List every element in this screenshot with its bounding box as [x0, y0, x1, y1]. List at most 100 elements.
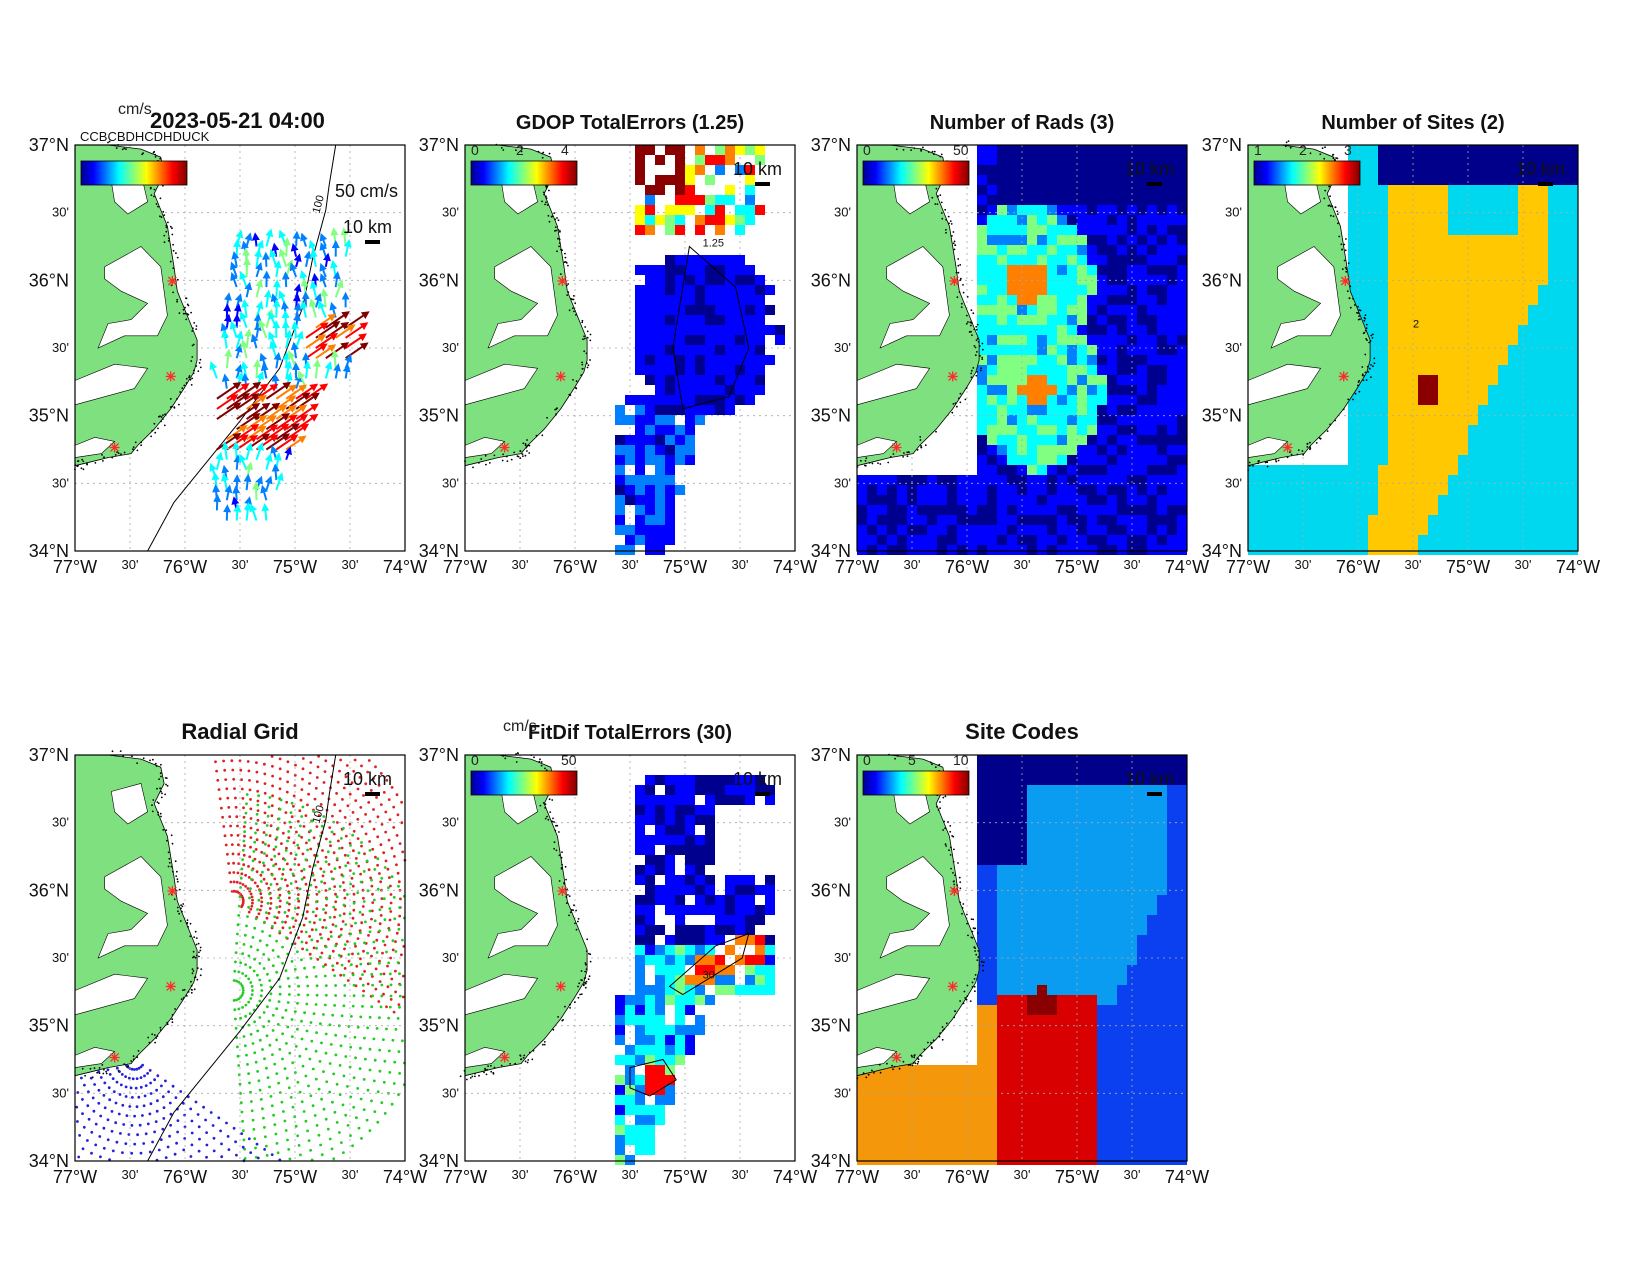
grid-cell: [1348, 185, 1358, 195]
grid-cell: [1087, 415, 1097, 425]
coast-dot: [182, 312, 185, 315]
grid-cell: [1147, 505, 1157, 515]
grid-cell: [1177, 235, 1187, 245]
radial-grid-point: [220, 1155, 224, 1159]
radial-grid-point: [378, 980, 382, 983]
radial-grid-point: [239, 1016, 243, 1020]
grid-cell: [1438, 515, 1448, 525]
grid-cell: [1528, 185, 1538, 195]
grid-cell: [685, 335, 695, 345]
coast-dot: [142, 757, 145, 760]
radial-grid-point: [237, 862, 241, 865]
grid-cell: [987, 365, 997, 375]
radial-grid-point: [309, 829, 312, 833]
grid-cell: [937, 525, 947, 535]
coast-dot: [198, 955, 200, 958]
radial-grid-point: [265, 854, 269, 858]
radial-grid-point: [334, 984, 337, 987]
radial-grid-point: [260, 850, 264, 854]
grid-cell: [1518, 145, 1528, 155]
grid-cell: [715, 325, 725, 335]
radial-grid-point: [97, 1101, 101, 1105]
grid-cell: [1428, 215, 1438, 225]
grid-cell: [1558, 485, 1568, 495]
grid-cell: [755, 335, 765, 345]
radial-grid-point: [99, 1076, 103, 1079]
radial-grid-point: [190, 1143, 194, 1147]
radial-grid-point: [308, 1057, 312, 1061]
radial-grid-point: [244, 1003, 248, 1007]
radial-grid-point: [255, 838, 259, 842]
radial-grid-point: [343, 967, 347, 970]
grid-cell: [987, 495, 997, 505]
grid-cell: [635, 425, 645, 435]
grid-cell: [1488, 325, 1498, 335]
radial-grid-point: [322, 908, 325, 911]
grid-cell: [947, 545, 957, 555]
radial-grid-point: [277, 852, 281, 856]
grid-cell: [1097, 245, 1107, 255]
grid-cell: [1498, 145, 1508, 155]
coast-dot: [166, 784, 169, 787]
grid-cell: [675, 785, 685, 795]
coast-dot: [193, 322, 196, 324]
radial-grid-point: [376, 835, 380, 839]
current-vector: [293, 302, 302, 318]
grid-cell: [1338, 525, 1348, 535]
grid-cell: [1558, 445, 1568, 455]
radial-grid-point: [387, 928, 391, 932]
grid-cell: [725, 155, 735, 165]
grid-cell: [1358, 265, 1368, 275]
coast-dot: [1361, 374, 1364, 377]
coast-dot: [173, 406, 176, 409]
grid-cell: [695, 805, 705, 815]
grid-cell: [1458, 435, 1468, 445]
grid-cell: [1117, 485, 1127, 495]
radial-grid-point: [275, 1142, 279, 1145]
grid-cell: [1007, 455, 1017, 465]
radial-grid-point: [296, 1001, 299, 1005]
grid-cell: [917, 515, 927, 525]
radial-grid-point: [263, 782, 267, 785]
coast-dot: [172, 870, 174, 873]
grid-cell: [1157, 315, 1167, 325]
grid-cell: [987, 375, 997, 385]
grid-cell: [1278, 545, 1288, 555]
current-vector: [255, 442, 264, 460]
grid-cell: [635, 875, 645, 885]
grid-cell: [1308, 505, 1318, 515]
km-scale-label: 10 km: [343, 769, 392, 789]
grid-cell: [1408, 235, 1418, 245]
coast-dot: [1357, 384, 1359, 387]
radial-grid-point: [388, 1071, 392, 1074]
coast-dot: [480, 458, 483, 460]
grid-cell: [1157, 305, 1167, 315]
coast-dot: [177, 910, 179, 913]
radial-grid-point: [261, 841, 265, 844]
coast-dot: [934, 203, 937, 205]
grid-cell: [1338, 495, 1348, 505]
grid-cell: [937, 475, 947, 485]
radial-grid-point: [371, 975, 374, 978]
grid-cell: [1408, 335, 1418, 345]
coast-dot: [174, 860, 177, 863]
coast-dot: [1358, 390, 1361, 393]
grid-cell: [1157, 345, 1167, 355]
grid-cell: [1398, 545, 1408, 555]
coast-dot: [132, 1055, 135, 1058]
grid-cell: [1488, 475, 1498, 485]
grid-cell: [1548, 315, 1558, 325]
current-vector: [319, 262, 327, 278]
coast-dot: [970, 376, 973, 379]
coast-dot: [159, 1029, 162, 1031]
grid-cell: [1418, 445, 1428, 455]
grid-cell: [1087, 435, 1097, 445]
grid-cell: [755, 345, 765, 355]
coast-dot: [968, 331, 971, 333]
grid-cell: [755, 885, 765, 895]
grid-cell: [1258, 465, 1268, 475]
radial-grid-point: [336, 780, 340, 784]
radial-grid-point: [373, 946, 376, 950]
coast-dot: [955, 271, 958, 274]
grid-cell: [1057, 185, 1067, 195]
